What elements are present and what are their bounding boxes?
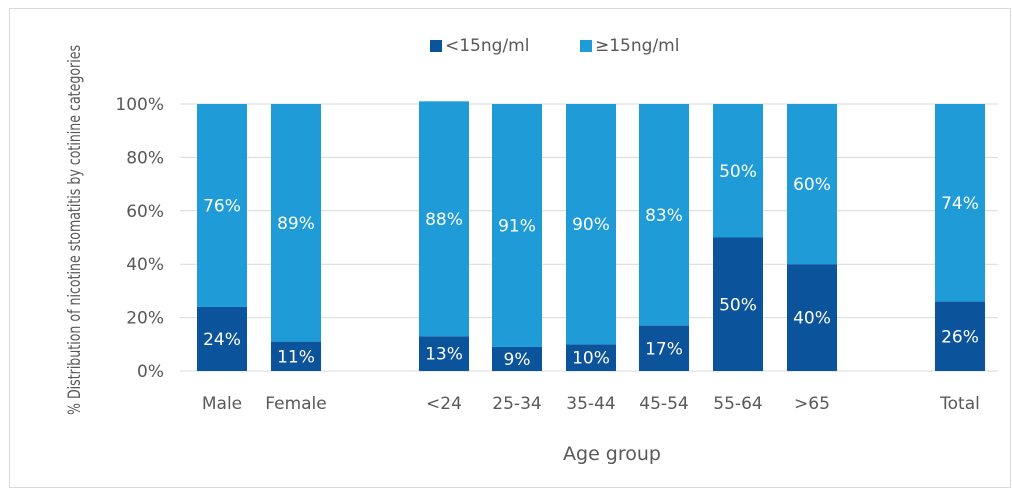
x-tick-label: >65: [794, 394, 830, 414]
bar-segment: [197, 104, 247, 307]
y-axis-title: % Distribution of nicotine stomatitis by…: [65, 45, 84, 415]
bar-segment: [713, 104, 763, 238]
bar-segment: [935, 104, 985, 302]
x-tick-label: <24: [426, 394, 462, 414]
bar-segment: [935, 301, 985, 371]
x-tick-label: 45-54: [639, 394, 688, 414]
bar-segment: [419, 336, 469, 371]
data-label: 74%: [941, 194, 979, 214]
x-axis-title: Age group: [563, 443, 661, 465]
bar-segment: [271, 341, 321, 371]
legend-swatch-ge15: [580, 40, 592, 52]
data-label: 10%: [572, 349, 610, 369]
bars: 24% 76% 11% 89% 13% 88% 9% 91% 10% 90% 17% 83% 50% 50…: [197, 101, 985, 371]
bar-segment: [639, 104, 689, 326]
data-label: 9%: [504, 350, 531, 370]
bar-segment: [492, 346, 542, 371]
bar-segment: [419, 101, 469, 337]
legend-swatch-lt15: [430, 40, 442, 52]
bar-segment: [271, 104, 321, 342]
data-label: 24%: [203, 330, 241, 350]
bar-segment: [197, 306, 247, 371]
bar-segment: [492, 104, 542, 347]
data-label: 60%: [793, 175, 831, 195]
bar-segment: [787, 264, 837, 371]
data-label: 40%: [793, 309, 831, 329]
y-axis-ticks: 0% 20% 40% 60% 80% 100%: [115, 95, 164, 382]
data-label: 89%: [277, 214, 315, 234]
x-axis-ticks: Male Female <24 25-34 35-44 45-54 55-64 >65 Tota…: [202, 394, 980, 414]
chart-root: 24% 76% 11% 89% 13% 88% 9% 91% 10% 90% 17% 83% 50% 50…: [9, 8, 1011, 488]
data-label: 50%: [719, 295, 757, 315]
x-tick-label: Female: [265, 394, 326, 414]
x-tick-label: Male: [202, 394, 242, 414]
y-tick-label: 60%: [126, 202, 164, 222]
data-label: 13%: [425, 345, 463, 365]
bar-segment: [566, 344, 616, 371]
legend: <15ng/ml ≥15ng/ml: [430, 36, 679, 56]
x-tick-label: 55-64: [713, 394, 762, 414]
data-label: 11%: [277, 347, 315, 367]
x-tick-label: Total: [939, 394, 980, 414]
legend-label-lt15: <15ng/ml: [445, 36, 529, 56]
data-label: 50%: [719, 162, 757, 182]
data-label: 26%: [941, 327, 979, 347]
bar-segment: [787, 104, 837, 265]
bar-segment: [566, 104, 616, 345]
y-tick-label: 20%: [126, 309, 164, 329]
stacked-bar-chart: 24% 76% 11% 89% 13% 88% 9% 91% 10% 90% 17% 83% 50% 50…: [65, 36, 998, 465]
x-tick-label: 25-34: [492, 394, 541, 414]
bar-segment: [639, 325, 689, 371]
y-tick-label: 80%: [126, 148, 164, 168]
legend-label-ge15: ≥15ng/ml: [595, 36, 679, 56]
data-label: 17%: [645, 339, 683, 359]
data-label: 83%: [645, 206, 683, 226]
data-label: 88%: [425, 210, 463, 230]
x-tick-label: 35-44: [566, 394, 615, 414]
data-label: 76%: [203, 196, 241, 216]
bar-segment: [713, 237, 763, 371]
y-tick-label: 0%: [137, 362, 164, 382]
data-label: 90%: [572, 215, 610, 235]
y-tick-label: 100%: [115, 95, 164, 115]
data-label: 91%: [498, 216, 536, 236]
y-tick-label: 40%: [126, 255, 164, 275]
